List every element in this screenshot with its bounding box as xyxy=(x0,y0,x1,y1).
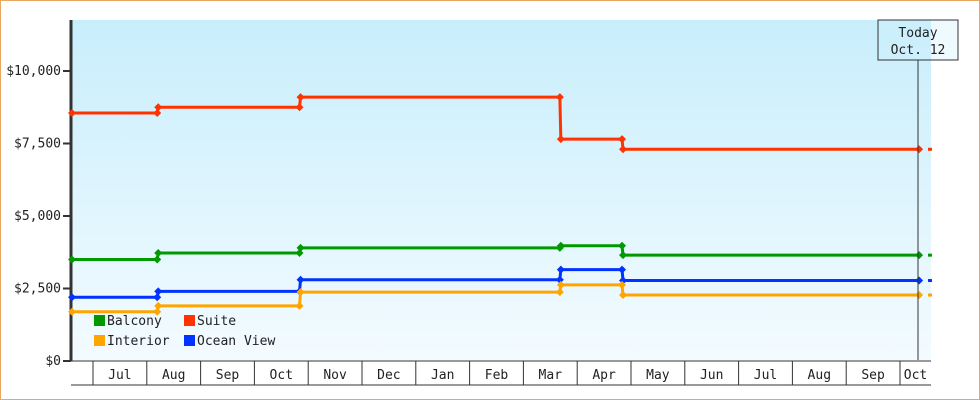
legend-label: Suite xyxy=(197,314,236,329)
today-label: Today xyxy=(898,26,937,41)
data-point xyxy=(556,265,565,274)
data-point xyxy=(915,291,924,300)
data-point xyxy=(154,103,163,112)
data-point xyxy=(295,301,304,310)
data-point xyxy=(555,93,564,102)
x-tick-label: Nov xyxy=(323,368,347,383)
y-tick-label: $5,000 xyxy=(14,209,61,224)
data-point xyxy=(68,307,76,316)
y-tick-label: $2,500 xyxy=(14,282,61,297)
x-tick-label: Oct xyxy=(904,368,927,383)
x-tick-label: Sep xyxy=(861,368,885,383)
legend-swatch xyxy=(94,315,105,326)
y-tick-label: $0 xyxy=(45,354,61,369)
data-point xyxy=(555,275,564,284)
x-tick-label: Sep xyxy=(216,368,240,383)
data-point xyxy=(153,293,162,302)
data-point xyxy=(915,251,924,260)
legend-swatch xyxy=(94,335,105,346)
series-interior xyxy=(68,280,932,316)
series-ocean-view xyxy=(68,265,932,302)
data-point xyxy=(153,109,162,118)
y-tick-label: $7,500 xyxy=(14,137,61,152)
x-tick-label: Jan xyxy=(431,368,454,383)
data-point xyxy=(154,287,163,296)
y-tick-label: $10,000 xyxy=(6,64,61,79)
today-box xyxy=(877,19,959,61)
x-tick-label: Jul xyxy=(754,368,777,383)
x-tick-label: Jun xyxy=(700,368,723,383)
data-point xyxy=(296,93,305,102)
data-point xyxy=(618,280,627,289)
legend: Balcony Suite Interior Ocean View xyxy=(94,314,275,349)
legend-swatch xyxy=(184,315,195,326)
legend-label: Balcony xyxy=(107,314,162,329)
series-suite xyxy=(68,93,932,154)
x-tick-label: Jul xyxy=(108,368,131,383)
data-point xyxy=(153,307,162,316)
series-group xyxy=(68,93,932,316)
legend-swatch xyxy=(184,335,195,346)
data-point xyxy=(619,251,628,260)
x-tick-label: Apr xyxy=(592,368,616,383)
data-point xyxy=(618,241,627,250)
data-point xyxy=(296,243,305,252)
data-point xyxy=(619,291,628,300)
data-point xyxy=(295,248,304,257)
data-point xyxy=(915,276,924,285)
data-point xyxy=(555,288,564,297)
y-axis: $0 $2,500 $5,000 $7,500 $10,000 xyxy=(6,20,73,369)
data-point xyxy=(295,103,304,112)
data-point xyxy=(296,275,305,284)
series-balcony xyxy=(68,241,932,264)
data-point xyxy=(68,109,76,118)
data-point xyxy=(556,135,565,144)
legend-label: Interior xyxy=(107,334,170,349)
today-marker: Today Oct. 12 xyxy=(877,19,959,360)
x-axis: Jul Aug Sep Oct Nov Dec Jan Feb Mar Apr May Jun Jul A… xyxy=(71,360,931,386)
data-point xyxy=(619,145,628,154)
x-tick-label: Aug xyxy=(162,368,185,383)
legend-label: Ocean View xyxy=(197,334,275,349)
data-point xyxy=(296,288,305,297)
data-point xyxy=(153,255,162,264)
x-tick-label: Feb xyxy=(485,368,509,383)
data-point xyxy=(915,145,924,154)
x-tick-label: Mar xyxy=(539,368,563,383)
today-date: Oct. 12 xyxy=(891,43,946,58)
data-point xyxy=(154,301,163,310)
plot-area xyxy=(71,20,931,360)
data-point xyxy=(68,293,76,302)
x-tick-label: May xyxy=(646,368,670,383)
data-point xyxy=(154,248,163,257)
x-tick-label: Aug xyxy=(808,368,831,383)
x-tick-label: Dec xyxy=(377,368,400,383)
x-tick-label: Oct xyxy=(270,368,293,383)
data-point xyxy=(556,241,565,250)
data-point xyxy=(556,280,565,289)
data-point xyxy=(618,265,627,274)
data-point xyxy=(68,255,76,264)
data-point xyxy=(618,135,627,144)
